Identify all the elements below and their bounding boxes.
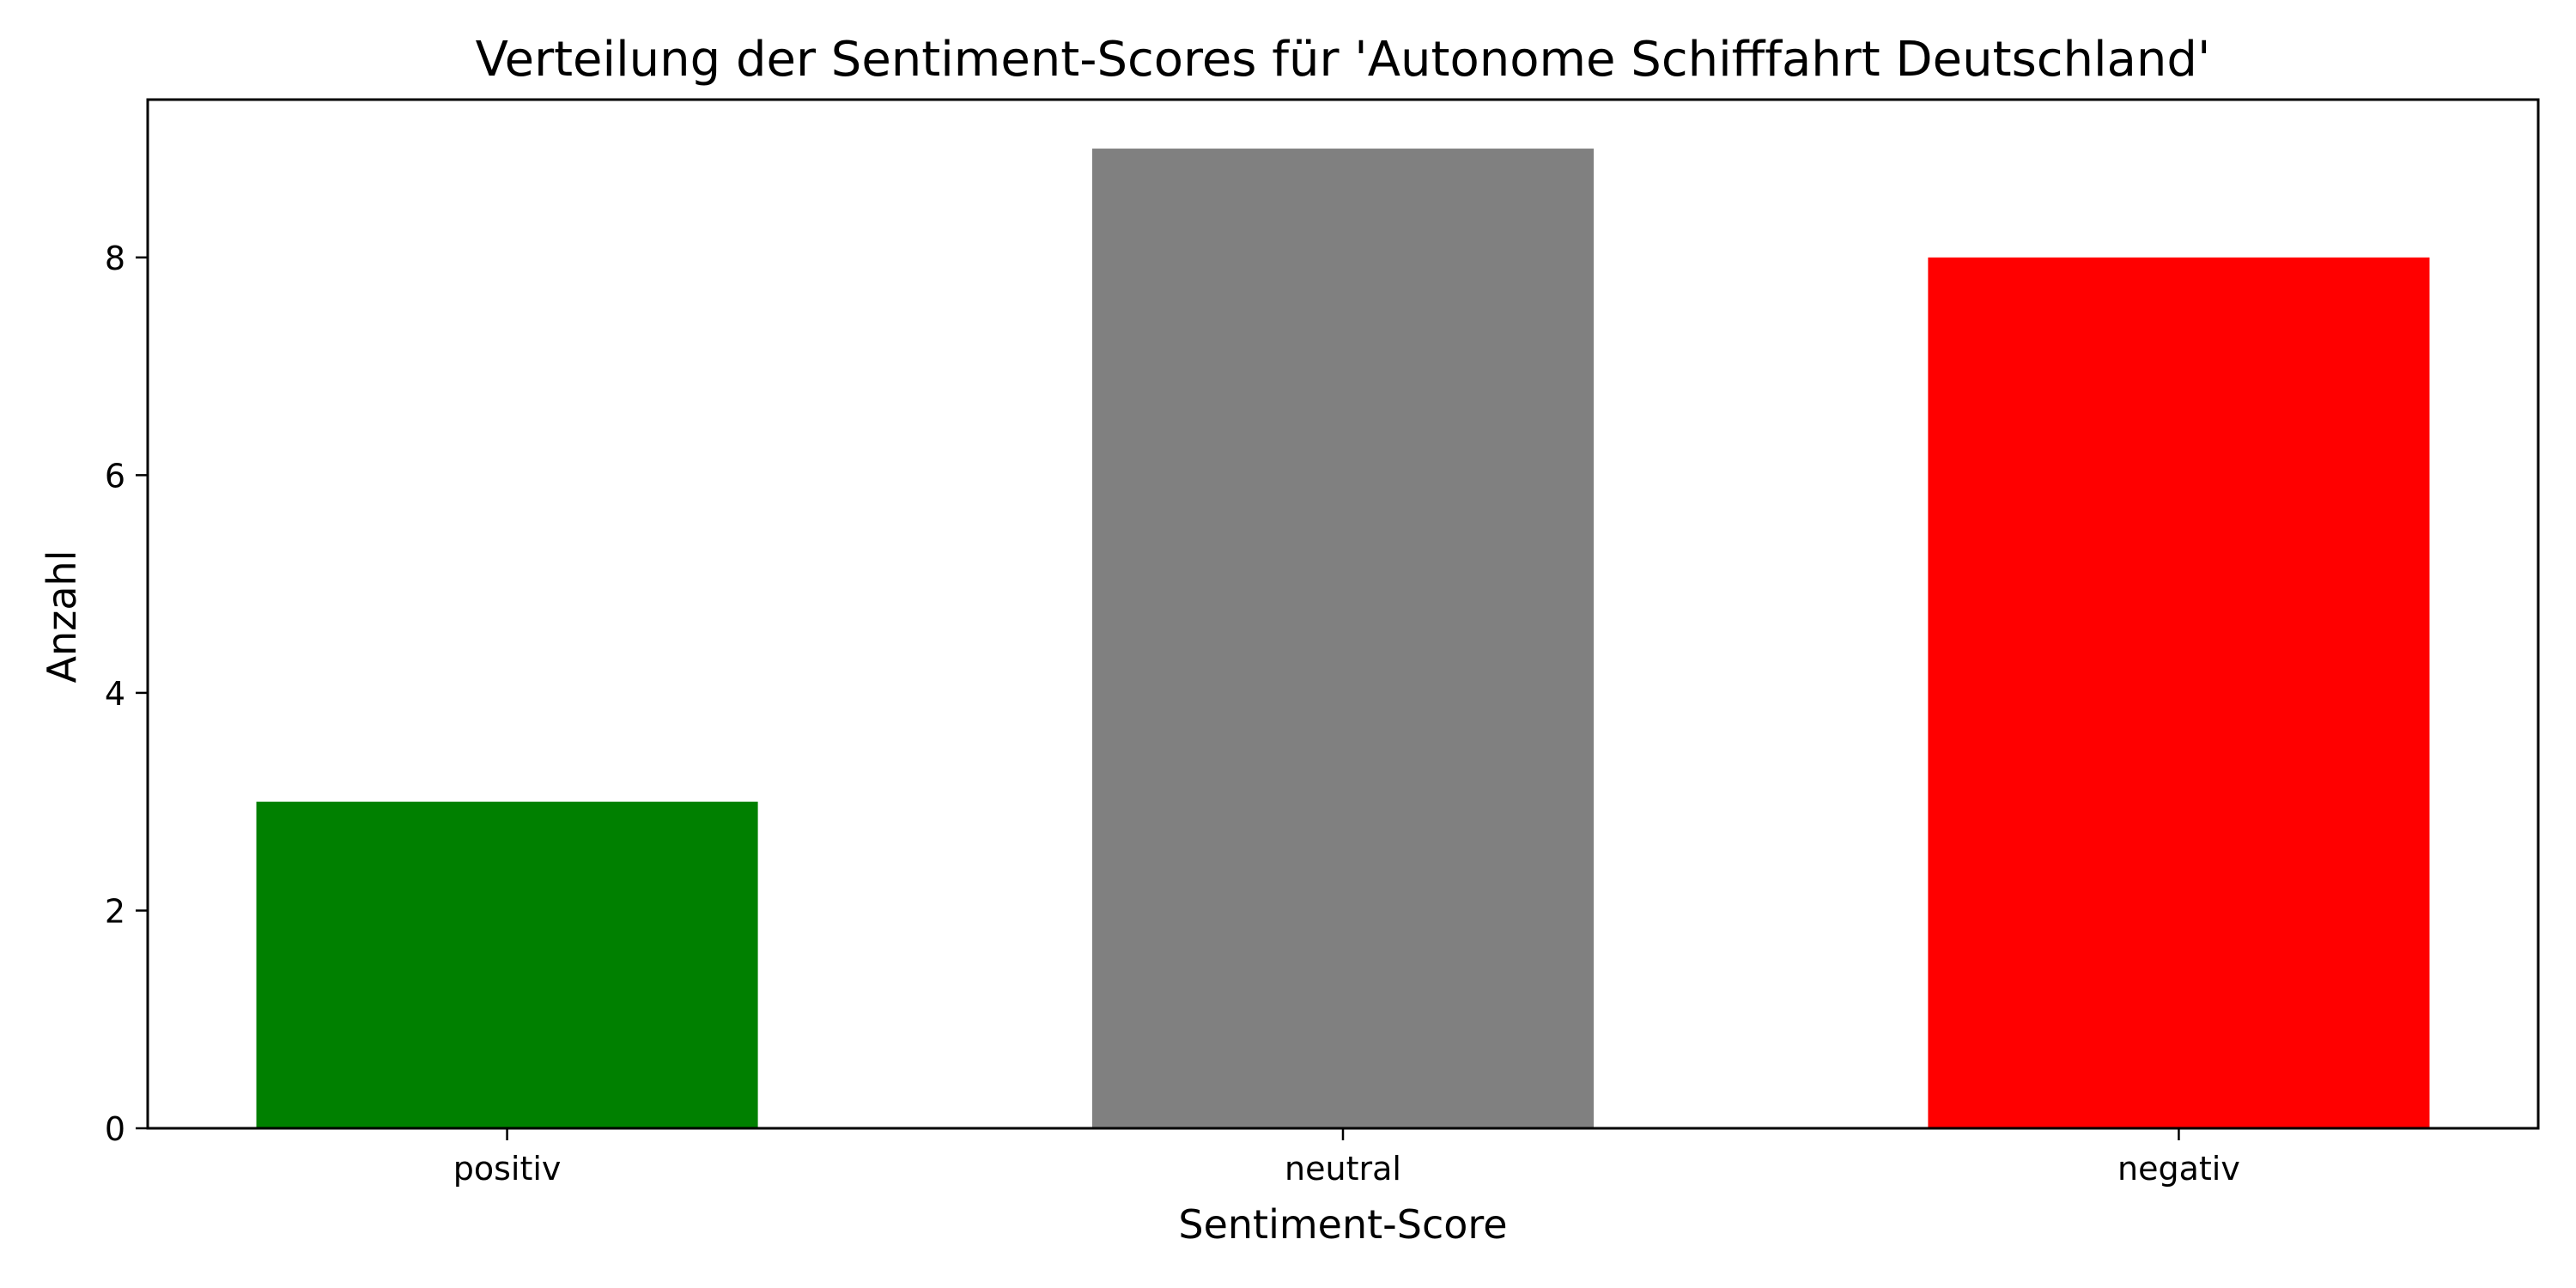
y-tick-label: 6 xyxy=(105,457,125,495)
x-tick-label-positiv: positiv xyxy=(453,1150,562,1188)
x-axis-label: Sentiment-Score xyxy=(1178,1201,1507,1248)
y-tick-label: 2 xyxy=(105,892,125,930)
bar-neutral xyxy=(1091,149,1595,1129)
y-axis-label: Anzahl xyxy=(39,550,85,683)
y-tick-label: 0 xyxy=(105,1110,125,1148)
x-axis: positiv neutral negativ xyxy=(453,1128,2240,1188)
bar-negativ xyxy=(1928,257,2430,1129)
bars-layer xyxy=(256,149,2430,1129)
bar-positiv xyxy=(256,801,758,1128)
y-tick-label: 4 xyxy=(105,675,125,713)
x-tick-label-neutral: neutral xyxy=(1285,1150,1401,1188)
chart-title: Verteilung der Sentiment-Scores für 'Aut… xyxy=(476,32,2211,88)
y-tick-label: 8 xyxy=(105,240,125,277)
y-axis: 0 2 4 6 8 xyxy=(105,240,148,1148)
x-tick-label-negativ: negativ xyxy=(2117,1150,2240,1188)
